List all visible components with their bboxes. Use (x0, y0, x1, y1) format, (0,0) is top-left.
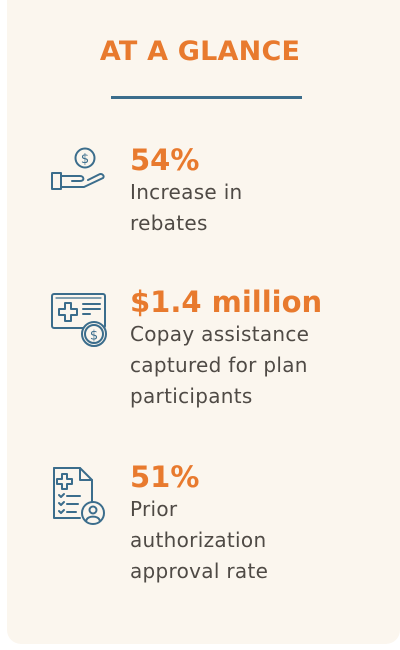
svg-text:$: $ (90, 329, 98, 344)
at-a-glance-card (7, 0, 400, 644)
stat-prior-authorization: 51% Prior authorization approval rate (130, 460, 268, 587)
stat-description-line: authorization (130, 528, 267, 552)
stat-description-line: approval rate (130, 559, 269, 583)
stat-description-line: Increase in (130, 180, 243, 204)
stat-description-line: participants (130, 384, 253, 408)
stat-description-line: Prior (130, 497, 178, 521)
stat-description-line: Copay assistance (130, 322, 310, 346)
medical-clipboard-person-icon (50, 466, 108, 528)
stat-copay-assistance: $1.4 million Copay assistance captured f… (130, 285, 322, 412)
stat-value: 54% (130, 143, 200, 177)
hand-coin-icon: $ (50, 147, 106, 193)
stat-value: 51% (130, 460, 200, 494)
stat-value: $1.4 million (130, 285, 323, 319)
page-title: AT A GLANCE (99, 36, 301, 67)
stat-rebates: 54% Increase in rebates (130, 143, 243, 239)
medical-card-coin-icon: $ (50, 292, 110, 352)
title-divider (111, 96, 302, 99)
stat-description-line: rebates (130, 211, 208, 235)
svg-text:$: $ (81, 152, 89, 167)
stat-description-line: captured for plan (130, 353, 308, 377)
